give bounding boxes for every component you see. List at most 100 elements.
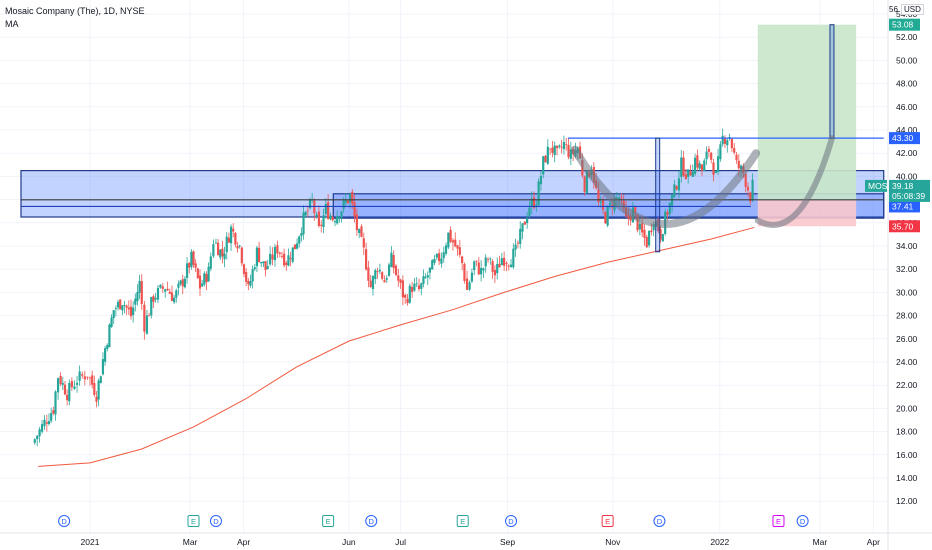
cup-and-handle-drawing[interactable] xyxy=(570,24,835,253)
time-axis[interactable]: 2021 Mar Apr Jun Jul Sep Nov 2022 Mar Apr xyxy=(0,532,932,547)
candle-body xyxy=(351,191,354,204)
candle-body xyxy=(249,281,252,286)
candle-body xyxy=(338,217,341,219)
candle-body xyxy=(383,280,386,283)
candle-body xyxy=(719,144,722,160)
candle-body xyxy=(456,245,459,249)
candle-body xyxy=(620,196,623,198)
event-label: D xyxy=(369,517,375,526)
candle-body xyxy=(465,278,469,290)
candle-body xyxy=(170,292,174,301)
candle-body xyxy=(475,260,478,262)
candle-body xyxy=(140,281,143,304)
candle-body xyxy=(95,396,98,402)
candle-body xyxy=(705,151,708,160)
candle-body xyxy=(744,173,747,187)
candle-body xyxy=(40,424,44,432)
candle-body xyxy=(604,212,607,224)
candle-body xyxy=(179,280,182,285)
x-tick-label: Apr xyxy=(237,537,250,547)
candle-body xyxy=(300,233,303,237)
candle-body xyxy=(496,263,499,274)
candle-body xyxy=(121,305,124,311)
candle-body xyxy=(422,276,425,284)
candle-body xyxy=(440,258,443,264)
candle-body xyxy=(636,214,639,231)
candle-body xyxy=(716,156,720,172)
y-tick-label: 50.00 xyxy=(896,55,918,65)
candle-body xyxy=(236,246,239,249)
candle-body xyxy=(331,216,334,221)
candle-body xyxy=(225,236,228,253)
candle-body xyxy=(152,296,155,302)
candle-body xyxy=(420,283,423,289)
candle-body xyxy=(567,144,570,158)
candle-body xyxy=(56,378,60,393)
candle-body xyxy=(381,272,384,279)
y-tick-label: 44.00 xyxy=(896,125,918,135)
candle-body xyxy=(486,258,490,260)
event-label: D xyxy=(213,517,219,526)
currency-button[interactable]: USD xyxy=(901,4,924,15)
candle-body xyxy=(652,224,655,231)
price-badge-label: 43.30 xyxy=(892,133,914,143)
price-badge xyxy=(889,132,920,145)
candle-body xyxy=(480,267,483,275)
earnings-marker xyxy=(187,515,200,527)
candle-body xyxy=(306,210,309,212)
candle-body xyxy=(302,212,305,235)
candle-body xyxy=(387,264,391,276)
candle-body xyxy=(539,176,543,185)
indicator-label[interactable]: MA xyxy=(5,19,19,29)
candle-body xyxy=(408,285,411,303)
candle-body xyxy=(295,243,299,249)
candle-body xyxy=(491,261,494,272)
candle-body xyxy=(426,275,429,278)
candle-body xyxy=(177,283,180,288)
candle-body xyxy=(308,199,312,209)
candle-body xyxy=(364,249,368,270)
candle-body xyxy=(75,382,79,385)
candle-body xyxy=(203,273,206,285)
candle-body xyxy=(537,181,540,206)
candle-body xyxy=(285,262,288,265)
candle-body xyxy=(293,244,297,250)
candle-body xyxy=(123,305,126,307)
symbol-badge xyxy=(865,179,887,192)
candle-body xyxy=(154,297,157,300)
candle-body xyxy=(428,267,432,273)
candle-body xyxy=(132,307,135,316)
price-axis[interactable]: 12.00 14.00 16.00 18.00 20.00 22.00 24.00 26.00… xyxy=(865,0,930,550)
candle-body xyxy=(666,212,669,216)
candle-body xyxy=(493,270,497,276)
candle-body xyxy=(374,270,377,280)
candle-body xyxy=(503,257,506,266)
event-label: E xyxy=(776,517,781,526)
candle-body xyxy=(703,160,706,172)
price-badge-label: 37.41 xyxy=(892,201,914,211)
candle-body xyxy=(512,248,515,268)
candle-body xyxy=(63,384,67,395)
candle-body xyxy=(353,202,356,217)
candle-body xyxy=(514,244,517,250)
candle-body xyxy=(52,410,55,414)
earnings-marker xyxy=(772,515,785,527)
candle-body xyxy=(712,162,715,175)
candle-body xyxy=(473,261,476,271)
candle-body xyxy=(159,284,162,288)
event-label: D xyxy=(800,517,806,526)
moving-average-line xyxy=(38,226,755,467)
candle-body xyxy=(91,375,94,385)
y-tick-label: 46.00 xyxy=(896,102,918,112)
candle-body xyxy=(47,421,51,425)
dividend-marker xyxy=(365,515,378,527)
candle-body xyxy=(192,251,195,265)
y-tick-label: 24.00 xyxy=(896,357,918,367)
candle-body xyxy=(482,268,485,271)
candle-body xyxy=(470,272,474,282)
candle-body xyxy=(68,382,71,402)
x-tick-label: Jun xyxy=(342,537,356,547)
candle-body xyxy=(264,261,267,271)
candle-body xyxy=(710,152,713,160)
